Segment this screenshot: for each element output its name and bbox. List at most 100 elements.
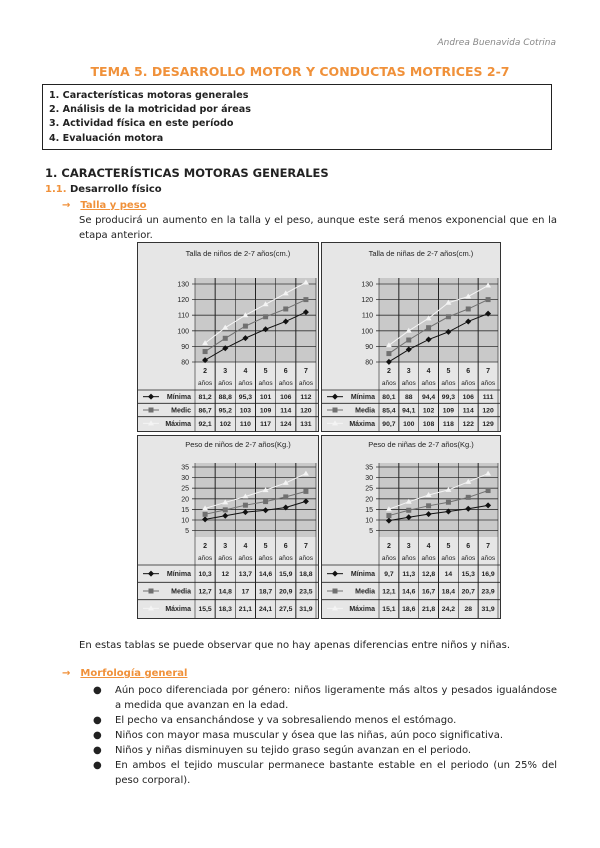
y-tick-label: 25 <box>181 486 189 493</box>
data-label: 90,7 <box>382 421 395 428</box>
talla-heading: → Talla y peso <box>62 200 147 211</box>
data-label: 31,9 <box>481 606 494 613</box>
data-point-triangle <box>262 301 269 307</box>
x-tick-label: 7 <box>486 368 490 375</box>
legend-label: Medic <box>171 408 191 415</box>
x-tick-label: 6 <box>284 368 288 375</box>
x-tick-label: años <box>218 380 233 387</box>
data-point-square <box>263 314 269 320</box>
y-tick-label: 100 <box>177 328 189 335</box>
x-tick-label: 4 <box>243 543 247 550</box>
data-point-square <box>303 488 309 494</box>
y-tick-label: 35 <box>365 465 373 472</box>
data-point-square <box>445 314 451 320</box>
x-tick-label: 2 <box>387 543 391 550</box>
data-point-triangle <box>405 327 412 333</box>
y-tick-label: 110 <box>178 313 189 320</box>
list-item: ● Aún poco diferenciada por género: niños… <box>93 683 557 713</box>
y-tick-label: 10 <box>365 518 373 525</box>
x-tick-label: años <box>198 380 213 387</box>
bullet-icon: ● <box>93 685 102 696</box>
data-point-square <box>406 337 412 343</box>
data-point-diamond <box>332 570 338 577</box>
data-point-diamond <box>465 505 472 512</box>
data-point-diamond <box>262 507 269 514</box>
data-point-triangle <box>332 605 338 611</box>
morfologia-label: Morfología general <box>80 668 188 679</box>
conclusion-paragraph: En estas tablas se puede observar que no… <box>79 640 510 651</box>
data-label: 94,1 <box>402 408 415 415</box>
data-point-square <box>283 494 289 500</box>
data-point-triangle <box>202 505 209 511</box>
data-label: 20,9 <box>279 589 292 596</box>
series-line <box>204 299 307 352</box>
data-point-square <box>386 351 392 357</box>
data-point-diamond <box>242 335 249 342</box>
x-tick-label: años <box>259 555 274 562</box>
morfologia-list: ● Aún poco diferenciada por género: niños… <box>93 683 557 788</box>
data-label: 111 <box>483 394 494 401</box>
data-point-diamond <box>282 504 289 511</box>
data-point-square <box>406 507 412 513</box>
y-tick-label: 80 <box>365 360 373 367</box>
bullet-icon: ● <box>93 730 102 741</box>
chart-title: Peso de niños de 2-7 años(Kg.) <box>185 440 291 449</box>
data-point-diamond <box>222 345 229 352</box>
data-point-diamond <box>202 516 209 523</box>
chart-title: Talla de niñas de 2-7 años(cm.) <box>369 249 474 258</box>
data-label: 12,1 <box>382 589 395 596</box>
data-point-triangle <box>282 290 289 296</box>
data-point-diamond <box>405 346 412 353</box>
data-label: 16,9 <box>481 571 494 578</box>
y-tick-label: 120 <box>361 297 373 304</box>
data-point-square <box>485 488 491 494</box>
x-tick-label: años <box>461 555 476 562</box>
data-label: 24,1 <box>259 606 272 613</box>
x-tick-label: 5 <box>446 368 450 375</box>
header-author: Andrea Buenavida Cotrina <box>437 38 556 48</box>
series-line <box>388 313 489 363</box>
y-tick-label: 100 <box>361 328 373 335</box>
series-line <box>204 282 307 344</box>
data-label: 15,3 <box>462 571 475 578</box>
chart-talla-ninos: Talla de niños de 2-7 años(cm.) 80 90 100 11… <box>137 242 319 432</box>
data-point-triangle <box>465 293 472 299</box>
x-tick-label: 5 <box>446 543 450 550</box>
x-tick-label: 7 <box>304 543 308 550</box>
x-tick-label: 2 <box>387 368 391 375</box>
data-point-diamond <box>222 512 229 519</box>
data-point-square <box>426 325 432 331</box>
data-label: 95,2 <box>219 408 232 415</box>
data-point-diamond <box>385 517 392 524</box>
x-tick-label: años <box>198 555 213 562</box>
x-tick-label: 2 <box>203 368 207 375</box>
x-tick-label: años <box>299 380 314 387</box>
x-tick-label: años <box>402 555 417 562</box>
y-tick-label: 90 <box>181 344 189 351</box>
data-point-diamond <box>148 393 154 400</box>
series-line <box>204 311 307 361</box>
data-label: 21,8 <box>422 606 435 613</box>
x-tick-label: 4 <box>427 368 431 375</box>
x-tick-label: años <box>422 555 437 562</box>
data-point-diamond <box>465 318 472 325</box>
arrow-icon: → <box>62 668 71 679</box>
data-label: 23,5 <box>299 589 312 596</box>
list-item-text: Niños con mayor masa muscular y ósea que… <box>115 730 504 741</box>
data-point-triangle <box>405 498 412 504</box>
x-tick-label: años <box>481 555 496 562</box>
talla-label: Talla y peso <box>80 200 147 211</box>
data-point-triangle <box>202 340 209 346</box>
toc-item: 3. Actividad física en este período <box>49 118 234 130</box>
data-label: 21,1 <box>239 606 252 613</box>
data-point-square <box>283 306 289 312</box>
data-point-square <box>465 494 471 500</box>
talla-paragraph: Se producirá un aumento en la talla y el… <box>79 215 557 241</box>
data-point-diamond <box>385 358 392 365</box>
data-label: 28 <box>464 606 472 613</box>
data-point-diamond <box>282 318 289 325</box>
toc-item: 4. Evaluación motora <box>49 132 164 144</box>
legend-label: Mínima <box>351 394 375 401</box>
data-label: 114 <box>463 408 474 415</box>
